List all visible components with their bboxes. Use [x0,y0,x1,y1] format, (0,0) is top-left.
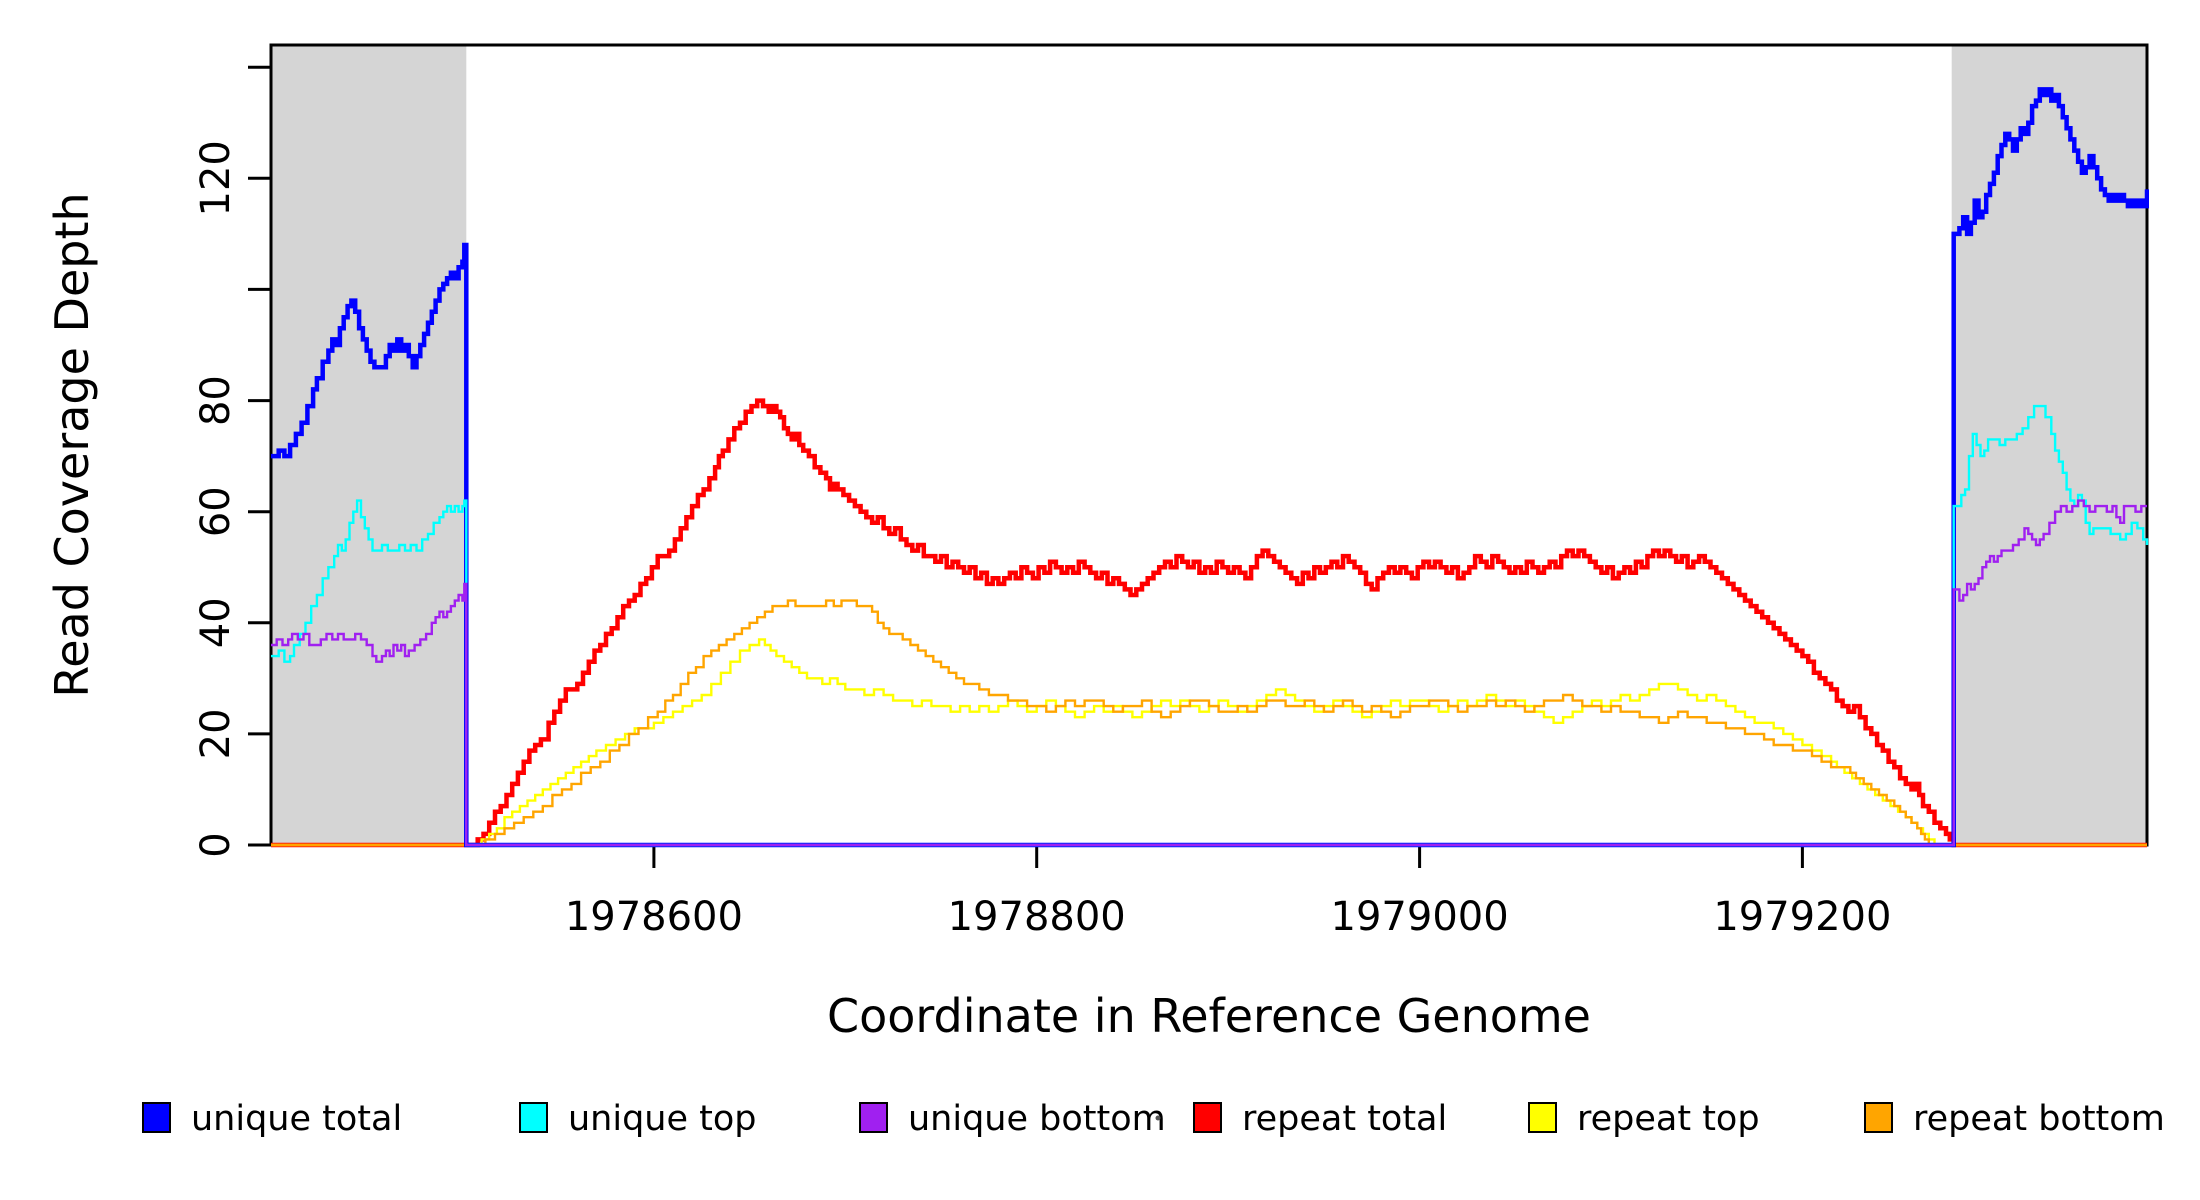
legend-item-unique-top: unique top [519,1099,757,1139]
y-tick-label: 0 [193,832,239,857]
legend-item-repeat-total: repeat total [1193,1099,1447,1139]
legend-swatch-icon [519,1102,548,1133]
legend-item-label: repeat bottom [1913,1099,2165,1139]
legend-swatch-icon [142,1102,171,1133]
legend-swatch-icon [1864,1102,1893,1133]
x-tick-label: 1979200 [1713,894,1891,940]
legend-swatch-icon [859,1102,888,1133]
stray-dot-mark [1155,1115,1161,1121]
legend-item-unique-total: unique total [142,1099,402,1139]
legend-swatch-icon [1528,1102,1557,1133]
legend-item-label: unique total [191,1099,402,1139]
y-tick-label: 20 [193,708,239,759]
x-tick-label: 1978600 [565,894,743,940]
legend-item-repeat-bottom: repeat bottom [1864,1099,2165,1139]
x-axis-title: Coordinate in Reference Genome [827,989,1591,1043]
y-tick-label: 120 [193,140,239,216]
series-line-repeat-total [271,398,2147,848]
legend-item-label: repeat total [1242,1099,1447,1139]
y-tick-label: 40 [193,597,239,648]
x-tick-label: 1978800 [948,894,1126,940]
legend: unique total unique top unique bottom repea… [142,1099,2165,1139]
y-tick-label: 80 [193,375,239,426]
shaded-band-right-unique-flank [1951,45,2147,845]
y-axis-title: Read Coverage Depth [45,192,99,697]
y-tick-label: 60 [193,486,239,537]
shaded-region-group [271,45,2147,845]
y-axis: 0 20 40 60 80 120 [193,65,271,858]
series-line-repeat-top [271,638,2147,847]
x-axis: 1978600 1978800 1979000 1979200 [565,845,1891,940]
series-group [271,87,2149,848]
legend-item-repeat-top: repeat top [1528,1099,1760,1139]
legend-swatch-icon [1193,1102,1222,1133]
series-line-unique-total [271,87,2149,848]
legend-item-unique-bottom: unique bottom [859,1099,1166,1139]
legend-item-label: unique bottom [908,1099,1166,1139]
series-line-repeat-bottom [271,599,2147,847]
x-tick-label: 1979000 [1331,894,1509,940]
legend-item-label: repeat top [1577,1099,1760,1139]
series-line-unique-top [271,404,2149,847]
legend-item-label: unique top [568,1099,757,1139]
series-line-unique-bottom [271,499,2147,847]
shaded-band-left-unique-flank [271,45,467,845]
